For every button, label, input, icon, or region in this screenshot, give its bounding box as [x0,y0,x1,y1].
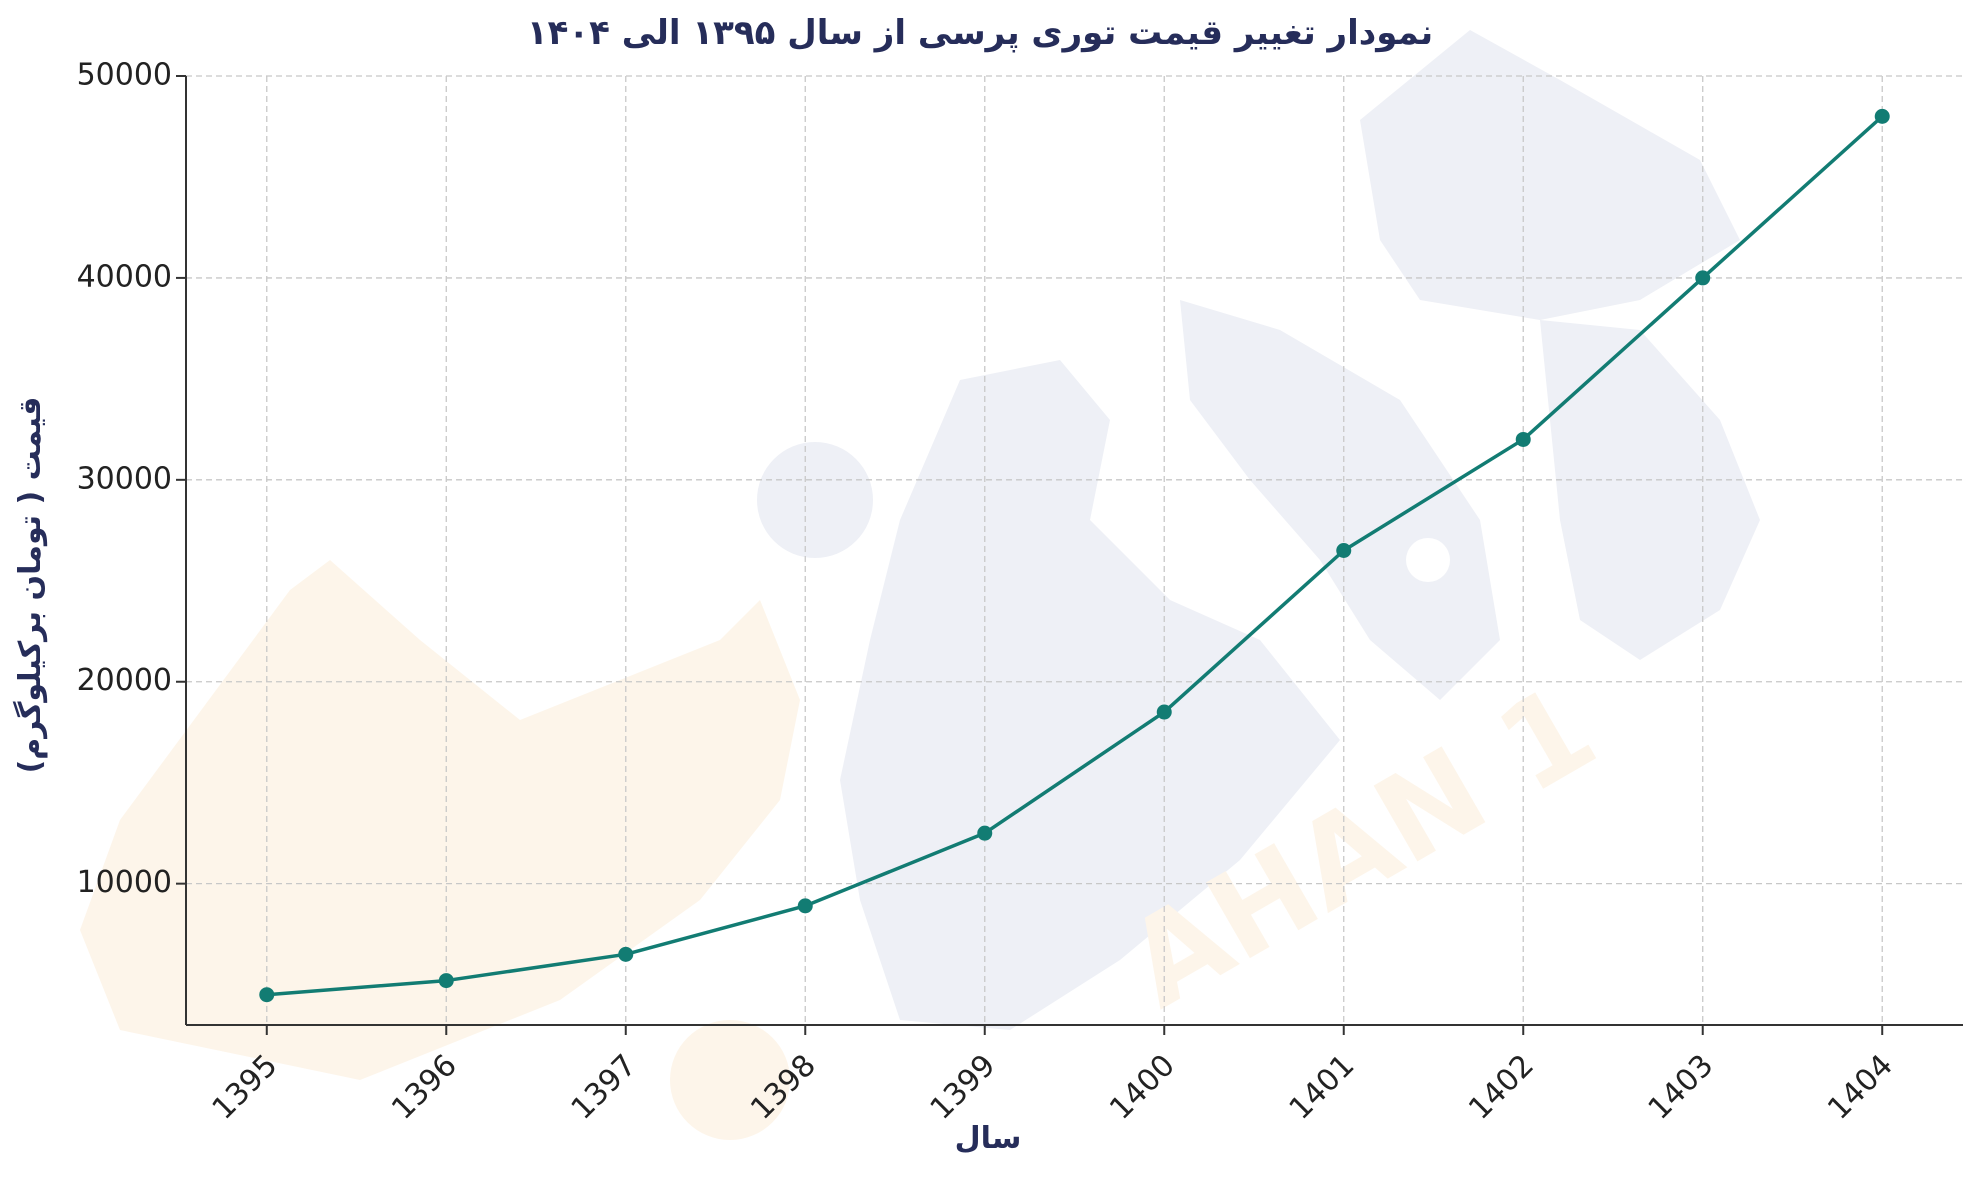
data-point [797,898,813,914]
data-point [1336,543,1352,558]
x-tick-label: 1397 [565,1048,644,1127]
x-tick-label: 1403 [1642,1048,1721,1127]
data-point [1515,431,1531,447]
y-axis-ticks: 10000 20000 30000 40000 50000 [77,58,186,900]
watermark-logo: AHAN 1 [80,30,1760,1140]
x-tick-label: 1401 [1283,1048,1362,1127]
x-tick-label: 1400 [1103,1048,1182,1127]
x-tick-label: 1402 [1462,1048,1541,1127]
series-line [266,115,1884,997]
data-point [259,987,275,1003]
x-tick-label: 1404 [1821,1048,1900,1127]
data-point [438,973,454,989]
y-tick-label: 10000 [77,865,172,900]
x-axis-ticks: 1395 1396 1397 1398 1399 1400 1401 1402 1403 1404 [206,1025,1900,1127]
y-tick-label: 40000 [77,259,172,294]
x-axis-title: سال [955,1121,1022,1156]
y-tick-label: 50000 [77,58,172,93]
data-point [977,825,993,841]
y-tick-label: 20000 [77,663,172,698]
data-point [618,946,634,962]
data-point [1695,270,1711,286]
y-axis-title: قیمت ( تومان برکیلوگرم) [12,397,48,774]
x-tick-label: 1399 [924,1048,1003,1127]
data-point [1156,704,1172,720]
axes [185,76,1963,1026]
y-tick-label: 30000 [77,461,172,496]
chart-title: نمودار تغییر قیمت توری پرسی از سال ۱۳۹۵ … [527,13,1433,53]
data-point [1874,108,1890,124]
grid-lines [186,75,1963,1025]
series [259,108,1890,1003]
